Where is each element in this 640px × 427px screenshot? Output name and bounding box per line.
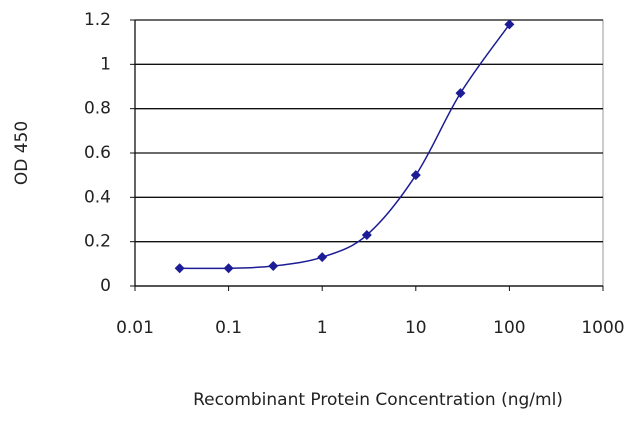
data-point [410, 170, 421, 181]
y-tick-label: 0.4 [84, 187, 111, 207]
y-tick-label: 0.6 [84, 143, 111, 163]
y-tick-label: 1.2 [84, 10, 111, 30]
x-tick-label: 10 [405, 318, 427, 338]
x-tick-label: 100 [493, 318, 525, 338]
y-tick-label: 0.2 [84, 232, 111, 252]
x-tick-label: 0.1 [215, 318, 242, 338]
data-point [504, 19, 515, 30]
x-axis-label: Recombinant Protein Concentration (ng/ml… [193, 390, 563, 410]
data-point [223, 263, 234, 274]
x-tick-label: 0.01 [116, 318, 154, 338]
data-point [455, 88, 466, 99]
x-tick-label: 1000 [581, 318, 624, 338]
y-axis-label: OD 450 [12, 121, 32, 185]
x-tick-label: 1 [317, 318, 328, 338]
y-tick-label: 0 [100, 276, 111, 296]
data-point [317, 252, 328, 263]
data-point [361, 230, 372, 241]
data-point [268, 261, 279, 272]
data-line [179, 23, 511, 270]
y-tick-label: 0.8 [84, 99, 111, 119]
y-tick-label: 1 [100, 54, 111, 74]
data-point [174, 263, 185, 274]
